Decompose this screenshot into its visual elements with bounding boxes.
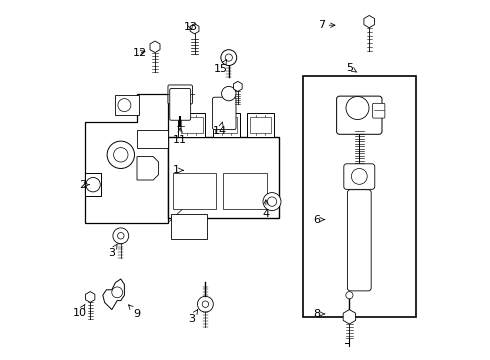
- Polygon shape: [85, 94, 168, 223]
- Polygon shape: [85, 173, 101, 196]
- Bar: [303, 76, 416, 317]
- Circle shape: [112, 287, 122, 298]
- Polygon shape: [137, 157, 159, 180]
- Circle shape: [118, 233, 124, 239]
- Text: 11: 11: [173, 128, 187, 145]
- Circle shape: [114, 148, 128, 162]
- Text: 10: 10: [73, 304, 86, 318]
- Text: 3: 3: [188, 310, 198, 324]
- Circle shape: [113, 228, 129, 244]
- Circle shape: [221, 86, 236, 101]
- Circle shape: [268, 197, 277, 206]
- Polygon shape: [150, 41, 160, 53]
- Text: 7: 7: [318, 20, 335, 30]
- Bar: [216, 117, 237, 133]
- FancyBboxPatch shape: [170, 89, 191, 120]
- Bar: [223, 173, 267, 209]
- Bar: [250, 117, 271, 133]
- Text: 8: 8: [314, 309, 325, 319]
- Bar: [173, 173, 216, 209]
- Circle shape: [118, 99, 131, 112]
- Polygon shape: [137, 130, 168, 148]
- Text: 15: 15: [214, 60, 227, 74]
- FancyBboxPatch shape: [168, 85, 193, 104]
- Polygon shape: [364, 15, 374, 28]
- Bar: [171, 214, 207, 239]
- Text: 6: 6: [314, 215, 325, 225]
- FancyBboxPatch shape: [347, 190, 371, 291]
- Bar: [213, 113, 240, 137]
- Circle shape: [263, 193, 281, 211]
- Circle shape: [351, 168, 367, 184]
- Bar: [116, 95, 139, 115]
- Text: 14: 14: [213, 122, 227, 136]
- Circle shape: [107, 141, 134, 168]
- Polygon shape: [190, 24, 199, 34]
- Polygon shape: [233, 81, 242, 91]
- Bar: [178, 113, 205, 137]
- Bar: [181, 117, 202, 133]
- Text: 13: 13: [184, 22, 198, 32]
- Circle shape: [346, 96, 369, 120]
- Text: 3: 3: [108, 244, 118, 258]
- FancyBboxPatch shape: [344, 164, 375, 189]
- Polygon shape: [86, 292, 95, 302]
- Polygon shape: [103, 279, 124, 310]
- Circle shape: [225, 54, 232, 61]
- Polygon shape: [343, 310, 356, 324]
- Circle shape: [221, 50, 237, 66]
- Circle shape: [86, 177, 100, 192]
- FancyBboxPatch shape: [337, 96, 382, 134]
- Circle shape: [202, 301, 209, 307]
- FancyBboxPatch shape: [372, 103, 385, 118]
- Text: 9: 9: [128, 305, 141, 319]
- Text: 2: 2: [79, 180, 89, 190]
- Circle shape: [197, 296, 213, 312]
- Text: 1: 1: [172, 165, 184, 175]
- Bar: [247, 113, 274, 137]
- Circle shape: [346, 292, 353, 299]
- FancyBboxPatch shape: [213, 97, 236, 130]
- Text: 4: 4: [262, 200, 270, 219]
- Text: 5: 5: [346, 63, 357, 73]
- FancyBboxPatch shape: [168, 137, 279, 218]
- Text: 12: 12: [133, 48, 147, 58]
